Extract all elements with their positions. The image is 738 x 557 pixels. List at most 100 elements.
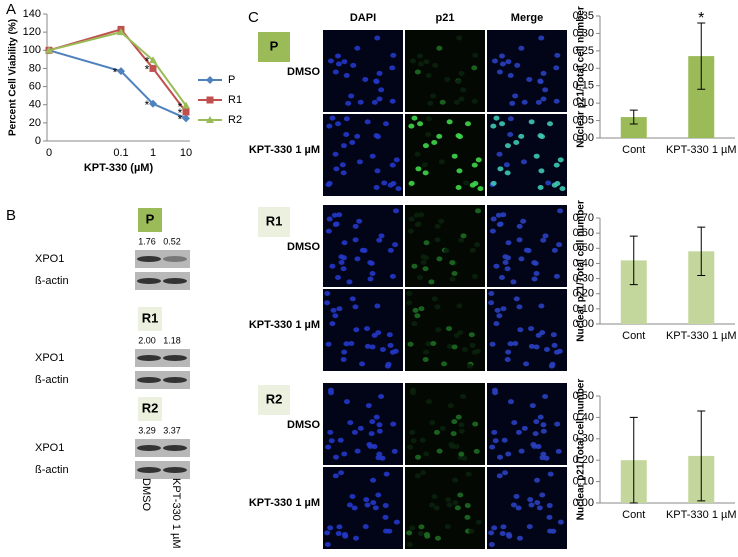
nucleus bbox=[460, 233, 467, 239]
nucleus bbox=[538, 35, 545, 41]
nucleus bbox=[498, 274, 505, 280]
nucleus bbox=[495, 212, 502, 218]
nucleus bbox=[352, 237, 359, 243]
micrograph bbox=[487, 289, 567, 371]
nucleus bbox=[471, 65, 478, 71]
nucleus bbox=[354, 448, 361, 454]
blot-band bbox=[163, 377, 187, 383]
lane-label: DMSO bbox=[140, 478, 152, 511]
group-label: R2 bbox=[266, 391, 283, 406]
nucleus bbox=[436, 256, 443, 262]
y-tick-label: 0.60 bbox=[573, 227, 594, 239]
nucleus bbox=[460, 393, 467, 399]
legend-label: R1 bbox=[228, 94, 242, 106]
x-tick-label: KPT-330 1 µM bbox=[666, 330, 737, 342]
nucleus bbox=[471, 98, 478, 104]
nucleus bbox=[528, 343, 535, 349]
nucleus bbox=[458, 96, 465, 102]
nucleus bbox=[543, 347, 550, 353]
nucleus bbox=[346, 502, 353, 508]
nucleus bbox=[414, 313, 421, 319]
nucleus bbox=[331, 212, 338, 218]
nucleus bbox=[539, 330, 546, 336]
micrograph bbox=[487, 205, 567, 287]
nucleus bbox=[491, 387, 498, 393]
blot-band bbox=[163, 445, 187, 451]
nucleus bbox=[496, 69, 503, 75]
nucleus bbox=[491, 525, 498, 531]
y-tick-label: 0.00 bbox=[573, 318, 594, 330]
nucleus bbox=[553, 349, 560, 355]
nucleus bbox=[436, 448, 443, 454]
nucleus bbox=[337, 437, 344, 443]
nucleus bbox=[324, 290, 331, 296]
nucleus bbox=[547, 471, 554, 477]
nucleus bbox=[378, 233, 385, 239]
nucleus bbox=[368, 431, 375, 437]
nucleus bbox=[336, 306, 343, 312]
nucleus bbox=[431, 139, 438, 145]
nucleus bbox=[428, 502, 435, 508]
error-bar bbox=[629, 109, 638, 125]
nucleus bbox=[460, 87, 467, 93]
y-tick-label: 0.10 bbox=[573, 476, 594, 488]
y-tick-label: 0.40 bbox=[573, 411, 594, 423]
y-tick-label: 40 bbox=[29, 99, 41, 111]
nucleus bbox=[326, 216, 333, 222]
nucleus bbox=[410, 438, 417, 444]
nucleus bbox=[433, 505, 440, 511]
nucleus bbox=[343, 72, 350, 78]
nucleus bbox=[423, 349, 430, 355]
nucleus bbox=[415, 454, 422, 460]
nucleus bbox=[551, 342, 558, 348]
panel-label: C bbox=[248, 9, 259, 26]
y-tick-label: 0.05 bbox=[573, 114, 594, 126]
nucleus bbox=[379, 455, 386, 461]
y-tick-label: 100 bbox=[23, 44, 41, 56]
nucleus bbox=[504, 357, 511, 363]
nucleus bbox=[340, 143, 347, 149]
nucleus bbox=[352, 304, 359, 310]
nucleus bbox=[390, 421, 397, 427]
nucleus bbox=[370, 500, 377, 506]
nucleus bbox=[517, 327, 524, 333]
group-box bbox=[258, 385, 290, 415]
point bbox=[117, 28, 125, 36]
nucleus bbox=[531, 276, 538, 282]
nucleus bbox=[409, 387, 416, 393]
nucleus bbox=[533, 419, 540, 425]
y-tick-label: 0.10 bbox=[573, 303, 594, 315]
x-tick-label: Cont bbox=[622, 509, 645, 521]
nucleus bbox=[540, 96, 547, 102]
nucleus bbox=[425, 341, 432, 347]
nucleus bbox=[464, 514, 471, 520]
nucleus bbox=[511, 420, 518, 426]
nucleus bbox=[340, 255, 347, 261]
quantity: 0.52 bbox=[163, 236, 181, 246]
nucleus bbox=[490, 180, 497, 186]
nucleus bbox=[531, 260, 538, 266]
nucleus bbox=[528, 502, 535, 508]
nucleus bbox=[443, 248, 450, 254]
nucleus bbox=[341, 349, 348, 355]
nucleus bbox=[374, 303, 381, 309]
nucleus bbox=[516, 535, 523, 541]
nucleus bbox=[369, 344, 376, 350]
nucleus bbox=[493, 321, 500, 327]
nucleus bbox=[417, 531, 424, 537]
nucleus bbox=[423, 59, 430, 65]
nucleus bbox=[475, 519, 482, 525]
nucleus bbox=[527, 497, 534, 503]
annotation: * bbox=[178, 112, 183, 126]
nucleus bbox=[375, 330, 382, 336]
nucleus bbox=[533, 271, 540, 277]
nucleus bbox=[375, 492, 382, 498]
quantity: 3.29 bbox=[138, 425, 156, 435]
nucleus bbox=[407, 228, 414, 234]
nucleus bbox=[518, 256, 525, 262]
nucleus bbox=[447, 403, 454, 409]
point bbox=[149, 56, 157, 64]
nucleus bbox=[373, 414, 380, 420]
row-label: DMSO bbox=[287, 241, 320, 253]
nucleus bbox=[332, 151, 339, 157]
